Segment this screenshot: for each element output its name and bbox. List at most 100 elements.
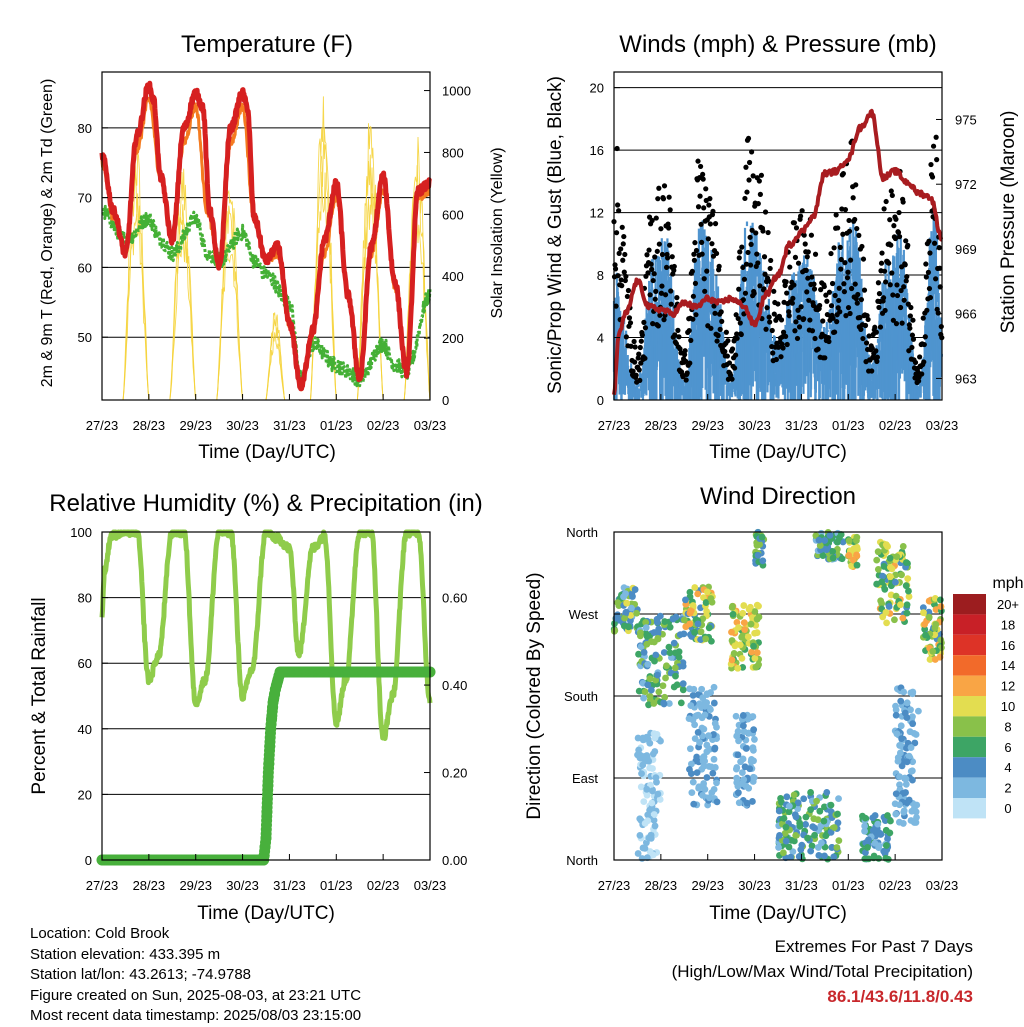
wind-gust-point xyxy=(882,307,888,314)
wind-gust-point xyxy=(753,230,759,236)
wind-gust-point xyxy=(682,348,688,354)
solar-insolation-line xyxy=(122,213,150,401)
wind-gust-point xyxy=(824,298,830,304)
wind-direction-point xyxy=(830,824,838,831)
wind-gust-point xyxy=(905,242,911,248)
wind-gust-point xyxy=(938,323,944,330)
wind-direction-point xyxy=(689,692,697,699)
wind-gust-point xyxy=(874,354,880,360)
wind-gust-point xyxy=(801,316,807,322)
wind-gust-point xyxy=(829,280,836,287)
solar-insolation-line xyxy=(216,189,244,401)
wind-direction-point xyxy=(633,609,640,617)
wind-gust-point xyxy=(783,279,789,285)
wind-gust-point xyxy=(672,332,678,338)
wind-direction-point xyxy=(821,545,829,553)
wind-gust-point xyxy=(666,225,672,231)
wind-gust-point xyxy=(648,261,654,267)
wind-gust-point xyxy=(770,350,776,356)
x-tick-label: 30/23 xyxy=(226,418,259,433)
wind-direction-point xyxy=(892,711,900,719)
wind-direction-point xyxy=(833,844,841,851)
wind-gust-point xyxy=(862,322,869,329)
wind-direction-point xyxy=(738,769,746,776)
wind-gust-point xyxy=(841,281,847,287)
wind-gust-point xyxy=(902,262,908,268)
wind-direction-point xyxy=(820,817,828,825)
plot-frame xyxy=(101,531,431,861)
wind-gust-point xyxy=(808,232,815,238)
wind-direction-point xyxy=(897,697,905,705)
wind-gust-point xyxy=(762,271,768,277)
x-tick-label: 28/23 xyxy=(133,878,166,893)
wind-gust-point xyxy=(858,296,865,303)
wind-gust-point xyxy=(703,186,709,192)
wind-gust-point xyxy=(700,171,706,178)
y-tick-label: 40 xyxy=(78,722,92,737)
wind-gust-point xyxy=(845,304,852,311)
wind-direction-point xyxy=(744,633,752,641)
wind-direction-point xyxy=(853,561,861,569)
wind-gust-point xyxy=(704,268,710,274)
y2-tick-label: 200 xyxy=(442,331,464,346)
wind-gust-point xyxy=(893,216,899,222)
y2-tick-label: 0.40 xyxy=(442,678,467,693)
wind-direction-point xyxy=(875,830,883,838)
wind-direction-point xyxy=(710,683,718,691)
wind-gust-point xyxy=(853,182,859,188)
wind-direction-point xyxy=(783,793,791,801)
wind-gust-point xyxy=(817,302,823,309)
wind-gust-point xyxy=(756,178,762,184)
wind-gust-point xyxy=(725,338,731,344)
x-tick-label: 01/23 xyxy=(832,878,865,893)
wind-gust-point xyxy=(840,171,846,177)
wind-direction-point xyxy=(741,626,749,634)
wind-gust-point xyxy=(860,256,867,262)
wind-direction-point xyxy=(691,735,699,743)
wind-gust-point xyxy=(683,377,689,383)
speed-legend: 20+ 18 16 14 12 10 8 6 4 2 0 xyxy=(953,594,1019,819)
wind-gust-point xyxy=(882,268,888,274)
wind-gust-point xyxy=(705,236,711,242)
wind-gust-point xyxy=(647,292,653,298)
wind-gust-point xyxy=(778,354,784,360)
wind-gust-point xyxy=(760,228,766,234)
y-tick-label: West xyxy=(569,607,599,622)
wind-direction-point xyxy=(807,806,815,814)
wind-direction-point xyxy=(750,774,758,782)
wind-direction-point xyxy=(644,660,652,668)
wind-direction-point xyxy=(888,565,896,573)
wind-direction-point xyxy=(823,788,831,796)
legend-swatch xyxy=(953,634,986,656)
wind-direction-point xyxy=(907,744,915,751)
temperature-title: Temperature (F) xyxy=(181,31,353,58)
temperature-ylabel: 2m & 9m T (Red, Orange) & 2m Td (Green) xyxy=(39,79,56,388)
wind-gust-point xyxy=(820,318,826,324)
wind-gust-point xyxy=(621,233,627,240)
wind-direction-point xyxy=(710,785,718,793)
wind-gust-point xyxy=(695,204,702,210)
legend-label: 6 xyxy=(1004,740,1011,755)
wind-direction-point xyxy=(775,807,783,815)
wind-gust-point xyxy=(869,345,875,351)
wind-gust-point xyxy=(927,250,933,256)
wind-direction-point xyxy=(734,664,742,672)
wind-gust-point xyxy=(742,195,748,202)
wind-direction-point xyxy=(659,682,667,690)
wind-gust-point xyxy=(793,319,799,325)
wind-gust-point xyxy=(928,161,934,168)
wind-gust-point xyxy=(667,207,673,213)
wind-direction-point xyxy=(686,765,693,773)
y2-tick-label: 400 xyxy=(442,269,464,284)
solar-insolation-line xyxy=(356,193,384,401)
wind-direction-point xyxy=(623,599,631,607)
wind-gust-point xyxy=(796,324,803,330)
wind-direction-point xyxy=(777,795,784,802)
wind-direction-point xyxy=(611,627,619,634)
extremes-box: Extremes For Past 7 Days (High/Low/Max W… xyxy=(672,934,973,1009)
wind-gust-point xyxy=(791,282,797,288)
wind-direction-point xyxy=(755,661,762,669)
wind-direction-point xyxy=(653,615,661,623)
wind-gust-point xyxy=(896,209,902,216)
